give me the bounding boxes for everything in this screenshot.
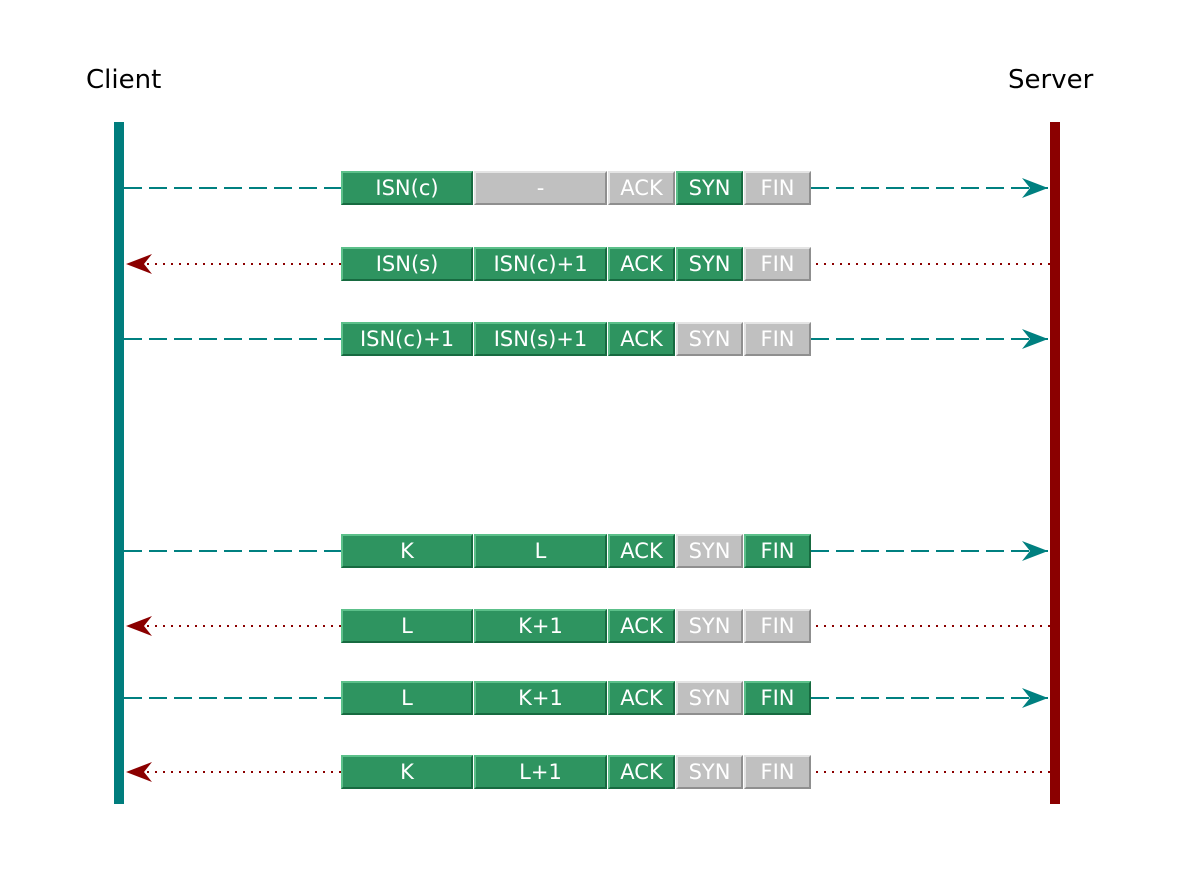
flag-fin: FIN: [744, 247, 811, 281]
ack-field: K+1: [474, 681, 607, 715]
ack-field: ISN(s)+1: [474, 322, 607, 356]
field-label: ISN(c)+1: [359, 327, 455, 351]
field-label: FIN: [760, 686, 795, 710]
field-label: ACK: [620, 327, 663, 351]
flag-ack: ACK: [608, 755, 675, 789]
flag-fin: FIN: [744, 322, 811, 356]
seq-field: L: [341, 681, 473, 715]
client-label: Client: [86, 65, 162, 95]
flag-syn: SYN: [676, 755, 743, 789]
arrowhead-left-icon: [126, 616, 152, 636]
ack-field: K+1: [474, 609, 607, 643]
flag-fin: FIN: [744, 609, 811, 643]
field-label: SYN: [688, 614, 731, 638]
ack-field: L: [474, 534, 607, 568]
field-label: ACK: [620, 176, 663, 200]
flag-fin: FIN: [744, 171, 811, 205]
field-label: ISN(s): [375, 252, 439, 276]
field-label: L: [401, 614, 413, 638]
field-label: ACK: [620, 252, 663, 276]
ack-field: L+1: [474, 755, 607, 789]
field-label: SYN: [688, 539, 731, 563]
flag-ack: ACK: [608, 171, 675, 205]
field-label: ACK: [620, 686, 663, 710]
flag-syn: SYN: [676, 322, 743, 356]
seq-field: K: [341, 755, 473, 789]
field-label: -: [536, 176, 545, 200]
flag-syn: SYN: [676, 681, 743, 715]
field-label: SYN: [688, 686, 731, 710]
flag-fin: FIN: [744, 755, 811, 789]
field-label: FIN: [760, 760, 795, 784]
seq-field: L: [341, 609, 473, 643]
server-timeline: [1050, 122, 1060, 804]
field-label: K+1: [518, 686, 563, 710]
field-label: SYN: [688, 252, 731, 276]
seq-field: ISN(c)+1: [341, 322, 473, 356]
flag-syn: SYN: [676, 534, 743, 568]
flag-syn: SYN: [676, 247, 743, 281]
arrowhead-right-icon: [1022, 688, 1048, 708]
field-label: L: [401, 686, 413, 710]
field-label: L: [534, 539, 547, 563]
server-label: Server: [1008, 65, 1094, 95]
field-label: SYN: [688, 760, 731, 784]
field-label: FIN: [760, 539, 795, 563]
field-label: ACK: [620, 539, 663, 563]
flag-syn: SYN: [676, 171, 743, 205]
ack-field: ISN(c)+1: [474, 247, 607, 281]
arrowhead-right-icon: [1022, 178, 1048, 198]
flag-ack: ACK: [608, 681, 675, 715]
field-label: K+1: [518, 614, 563, 638]
field-label: ISN(c)+1: [493, 252, 588, 276]
client-timeline: [114, 122, 124, 804]
arrowhead-left-icon: [126, 762, 152, 782]
flag-ack: ACK: [608, 609, 675, 643]
field-label: ACK: [620, 614, 663, 638]
flag-ack: ACK: [608, 247, 675, 281]
field-label: ISN(c): [375, 176, 439, 200]
field-label: ISN(s)+1: [493, 327, 588, 351]
flag-ack: ACK: [608, 322, 675, 356]
field-label: FIN: [760, 252, 795, 276]
seq-field: ISN(c): [341, 171, 473, 205]
arrowhead-right-icon: [1022, 541, 1048, 561]
ack-field: -: [474, 171, 607, 205]
arrowhead-left-icon: [126, 254, 152, 274]
flag-syn: SYN: [676, 609, 743, 643]
field-label: FIN: [760, 327, 795, 351]
field-label: K: [400, 760, 414, 784]
field-label: FIN: [760, 614, 795, 638]
field-label: L+1: [519, 760, 562, 784]
field-label: ACK: [620, 760, 663, 784]
seq-field: ISN(s): [341, 247, 473, 281]
field-label: SYN: [688, 176, 731, 200]
field-label: FIN: [760, 176, 795, 200]
seq-field: K: [341, 534, 473, 568]
flag-fin: FIN: [744, 681, 811, 715]
field-label: K: [400, 539, 414, 563]
flag-fin: FIN: [744, 534, 811, 568]
flag-ack: ACK: [608, 534, 675, 568]
arrowhead-right-icon: [1022, 329, 1048, 349]
field-label: SYN: [688, 327, 731, 351]
